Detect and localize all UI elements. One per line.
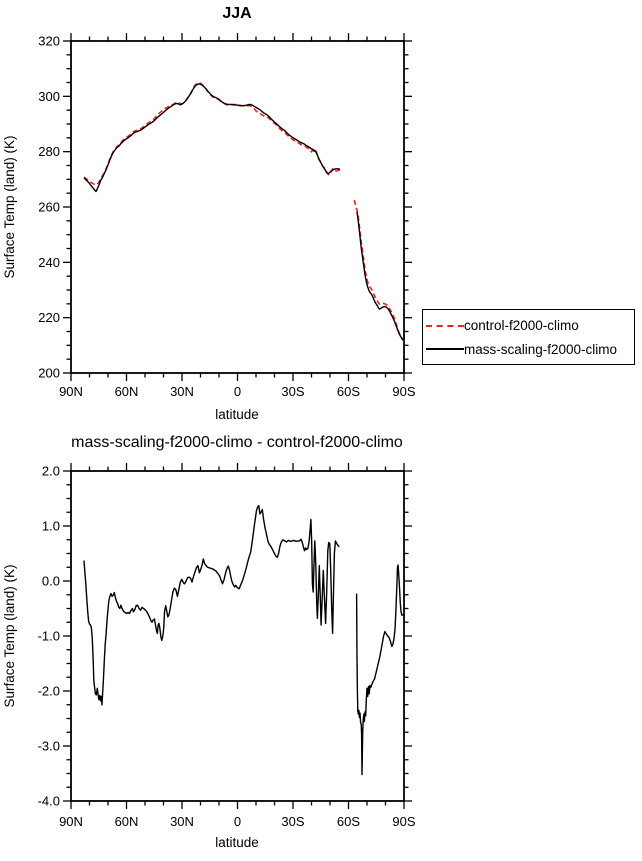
x-tick-label: 30S [281, 814, 304, 829]
x-tick-label: 90S [392, 814, 415, 829]
plot-frame [70, 40, 405, 374]
plot-frame [70, 470, 405, 802]
series-control-line [83, 82, 342, 186]
chart2-y-axis-label: Surface Temp (land) (K) [2, 564, 17, 707]
x-tick-label: 60S [337, 814, 360, 829]
y-tick-label: 320 [38, 34, 60, 49]
y-tick-label: 1.0 [42, 519, 60, 534]
legend-item-mass-scaling: mass-scaling-f2000-climo [426, 338, 634, 362]
chart2-title: mass-scaling-f2000-climo - control-f2000… [71, 434, 403, 451]
x-tick-label: 60N [115, 384, 139, 399]
x-tick-label: 0 [234, 814, 241, 829]
x-tick-label: 90N [59, 384, 83, 399]
x-tick-label: 30N [170, 384, 194, 399]
chart1-title: JJA [222, 5, 252, 22]
y-tick-label: 300 [38, 89, 60, 104]
series-mass-scaling-line [356, 211, 405, 341]
x-tick-label: 90S [392, 384, 415, 399]
x-tick-label: 90N [59, 814, 83, 829]
chart1-y-axis-label: Surface Temp (land) (K) [2, 135, 17, 278]
y-tick-label: 280 [38, 144, 60, 159]
x-tick-label: 30S [281, 384, 304, 399]
y-tick-label: -3.0 [38, 739, 60, 754]
y-tick-label: 260 [38, 200, 60, 215]
y-tick-label: 240 [38, 255, 60, 270]
chart1-x-axis-label: latitude [215, 407, 259, 422]
series-control-line [353, 199, 405, 342]
legend-line-sample-control [426, 324, 464, 327]
plot-layer: 90N 60N 30N 0 30S 60S 90S 200 220 240 260 280 300 320… [38, 33, 416, 829]
x-tick-label: 0 [234, 384, 241, 399]
series-difference-line [83, 504, 340, 706]
x-tick-label: 60N [115, 814, 139, 829]
series-difference-line [355, 564, 405, 776]
legend-label-mass-scaling: mass-scaling-f2000-climo [464, 341, 618, 357]
y-tick-label: 200 [38, 366, 60, 381]
x-tick-label: 60S [337, 384, 360, 399]
chart2-x-axis-label: latitude [215, 835, 259, 850]
y-tick-label: -2.0 [38, 684, 60, 699]
legend-label-control: control-f2000-climo [464, 318, 579, 334]
y-tick-label: -4.0 [38, 794, 60, 809]
y-tick-label: -1.0 [38, 629, 60, 644]
series-mass-scaling-line [83, 83, 341, 193]
legend-item-control: control-f2000-climo [426, 314, 634, 338]
y-tick-label: 2.0 [42, 464, 60, 479]
y-tick-label: 220 [38, 310, 60, 325]
legend: control-f2000-climo mass-scaling-f2000-c… [422, 309, 635, 365]
x-tick-label: 30N [170, 814, 194, 829]
legend-line-sample-mass-scaling [426, 348, 464, 351]
y-tick-label: 0.0 [42, 574, 60, 589]
